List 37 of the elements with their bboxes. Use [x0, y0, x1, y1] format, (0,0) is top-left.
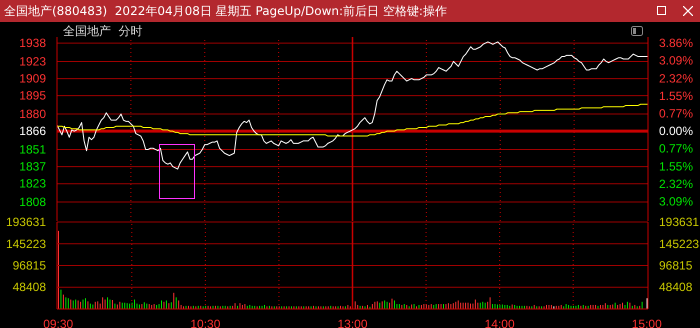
- y2-tick-label: 48408: [659, 280, 693, 294]
- line-series: [56, 41, 648, 170]
- annotation: 全国地产 分时: [63, 23, 143, 40]
- y-tick-label: 48408: [12, 280, 46, 294]
- y-tick-label: 1851: [19, 142, 46, 156]
- y2-tick-label: 3.09%: [659, 54, 694, 68]
- y-tick-label: 1880: [19, 107, 46, 122]
- y-tick-label: 1909: [19, 72, 46, 86]
- x-tick-label: 15:00: [632, 317, 662, 328]
- y-tick-label: 1823: [19, 176, 46, 191]
- y2-tick-label: 0.77%: [659, 106, 694, 121]
- y2-tick-label: 2.32%: [659, 71, 694, 86]
- y-tick-label: 1938: [19, 36, 46, 50]
- y-tick-label: 193631: [6, 215, 46, 229]
- y2-tick-label: 1.55%: [659, 160, 694, 174]
- y-tick-label: 145223: [6, 236, 46, 251]
- y-tick-label: 1808: [19, 195, 46, 210]
- line-series: [56, 104, 648, 137]
- y2-tick-label: 2.32%: [659, 177, 694, 192]
- y-tick-label: 1895: [19, 88, 46, 103]
- y-tick-label: 1837: [19, 160, 46, 174]
- y-tick-label: 96815: [12, 258, 46, 272]
- y-tick-label: 1866: [19, 124, 46, 138]
- x-tick-label: 09:30: [43, 317, 74, 328]
- y2-tick-label: 145223: [659, 236, 700, 251]
- y2-tick-label: 3.09%: [659, 194, 694, 209]
- y-tick-label: 1923: [19, 54, 46, 68]
- chart-title: 全国地产(880483) 2022年04月08日 星期五 PageUp/Down:前后日 空格键:操作: [4, 3, 447, 20]
- y2-tick-label: 193631: [659, 215, 700, 229]
- y2-tick-label: 1.55%: [659, 88, 694, 103]
- x-tick-label: 13:00: [337, 317, 368, 328]
- y2-tick-label: 0.00%: [659, 124, 694, 138]
- y2-tick-label: 96815: [659, 258, 693, 272]
- x-tick-label: 14:00: [484, 317, 515, 328]
- x-tick-label: 10:30: [190, 317, 221, 328]
- y2-tick-label: 3.86%: [659, 36, 694, 50]
- y2-tick-label: 0.77%: [659, 142, 694, 156]
